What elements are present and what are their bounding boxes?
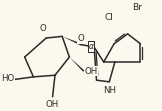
Text: Br: Br <box>133 3 142 12</box>
Text: OH: OH <box>46 100 59 109</box>
Text: Cl: Cl <box>105 13 114 22</box>
Text: O: O <box>77 34 84 43</box>
Text: NH: NH <box>103 86 116 95</box>
Text: O: O <box>40 24 47 33</box>
Text: HO: HO <box>1 74 14 83</box>
Text: α: α <box>88 42 93 51</box>
Text: OH: OH <box>85 67 98 76</box>
Polygon shape <box>69 57 84 72</box>
Polygon shape <box>62 36 82 46</box>
